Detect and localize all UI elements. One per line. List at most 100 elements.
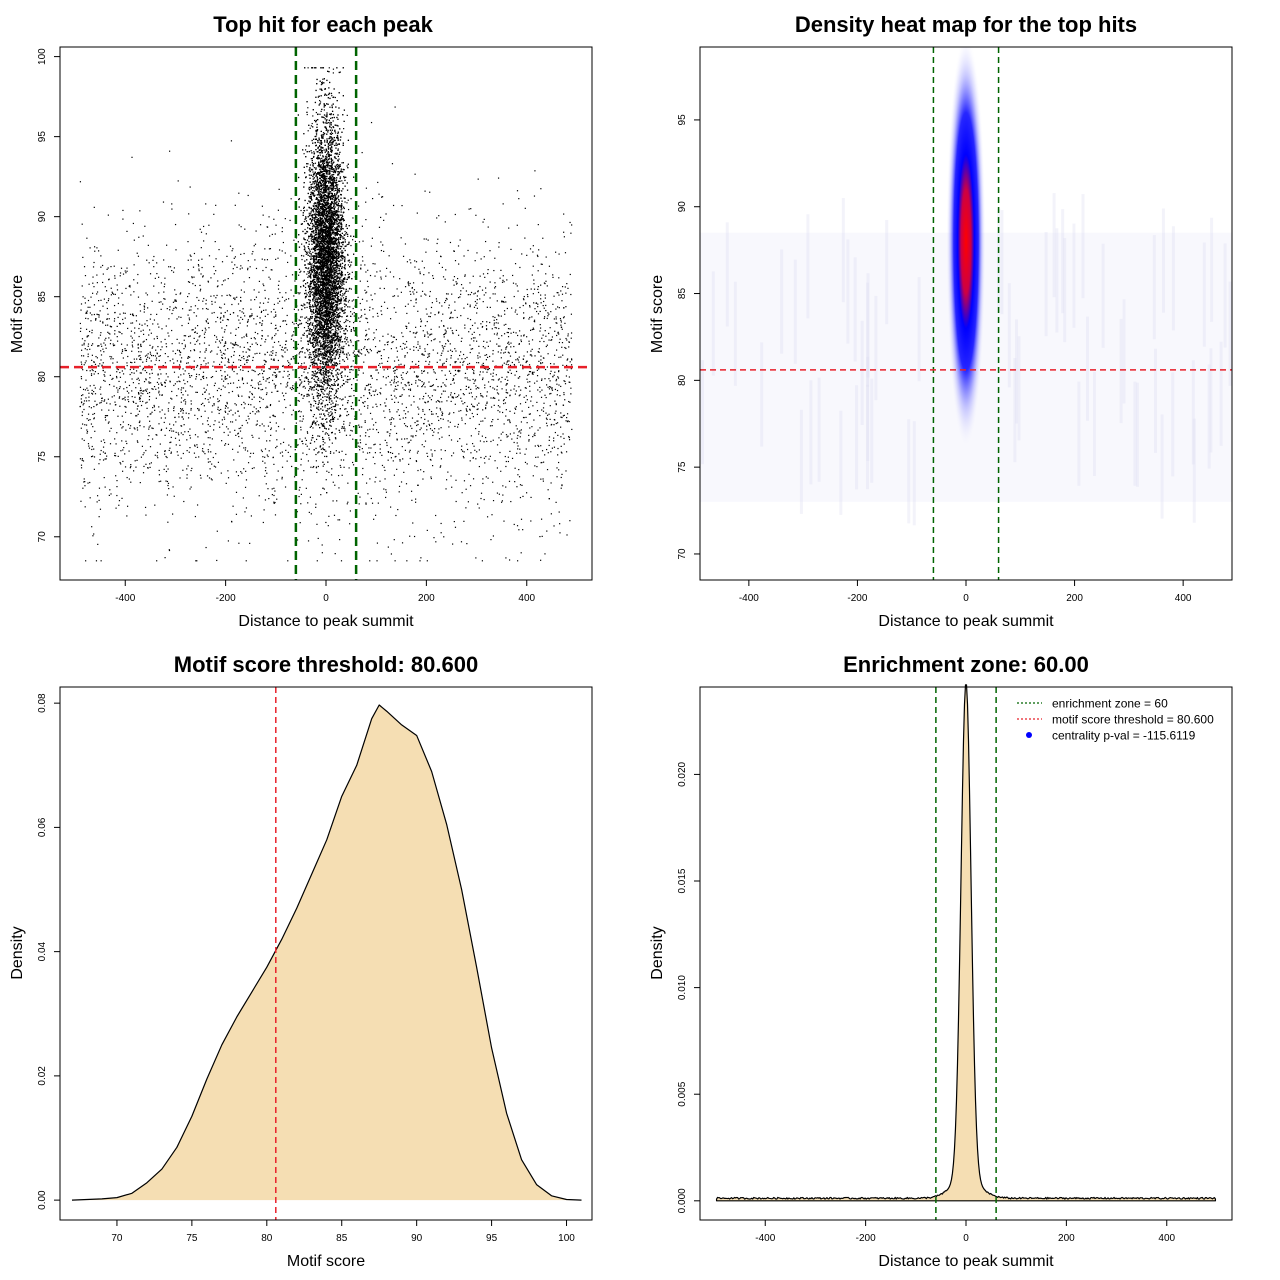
scatter-point: [352, 369, 354, 371]
scatter-point: [261, 205, 263, 207]
scatter-point: [405, 417, 407, 419]
scatter-point: [551, 388, 553, 390]
scatter-point: [488, 458, 490, 460]
scatter-point: [107, 267, 109, 269]
scatter-point: [179, 354, 181, 356]
scatter-point: [298, 377, 300, 379]
scatter-point: [187, 295, 189, 298]
scatter-point: [380, 196, 383, 198]
scatter-point: [510, 389, 512, 391]
scatter-point: [541, 378, 543, 380]
scatter-point: [395, 311, 397, 313]
scatter-point: [224, 364, 226, 366]
scatter-point: [281, 227, 283, 229]
scatter-point: [568, 341, 571, 343]
scatter-point: [295, 422, 297, 424]
scatter-point: [225, 342, 227, 344]
scatter-point: [186, 468, 188, 470]
scatter-point: [190, 403, 192, 405]
scatter-point: [485, 325, 488, 327]
scatter-point: [558, 294, 560, 296]
scatter-point: [555, 378, 558, 381]
scatter-point: [360, 316, 362, 318]
scatter-point: [271, 379, 274, 382]
scatter-point: [368, 328, 370, 330]
scatter-point: [365, 348, 368, 351]
scatter-point: [502, 431, 504, 433]
scatter-point: [442, 382, 444, 384]
scatter-point: [559, 523, 561, 525]
scatter-point: [267, 301, 269, 303]
scatter-point: [520, 339, 522, 341]
scatter-point: [182, 412, 184, 414]
scatter-point: [171, 390, 173, 393]
scatter-point: [123, 446, 125, 449]
scatter-point: [110, 326, 113, 328]
scatter-point: [165, 470, 168, 473]
scatter-point: [227, 428, 229, 430]
scatter-point: [531, 373, 533, 375]
scatter-point: [441, 345, 443, 347]
scatter-point: [359, 442, 362, 444]
scatter-point: [525, 387, 527, 389]
scatter-point: [357, 442, 359, 444]
scatter-point: [402, 335, 404, 338]
scatter-point: [244, 315, 246, 317]
scatter-point: [539, 535, 541, 538]
scatter-point: [80, 467, 83, 469]
scatter-point: [157, 374, 159, 376]
scatter-point: [523, 334, 525, 336]
scatter-point: [115, 404, 117, 406]
scatter-point: [220, 472, 222, 474]
scatter-point: [527, 374, 529, 376]
scatter-point: [275, 376, 277, 378]
scatter-point: [359, 320, 361, 323]
scatter-point: [246, 325, 248, 327]
scatter-point: [216, 316, 219, 319]
scatter-point: [248, 349, 250, 351]
scatter-point: [308, 267, 310, 269]
scatter-point: [505, 486, 507, 488]
scatter-point: [102, 321, 104, 323]
scatter-point: [279, 291, 281, 294]
scatter-point: [338, 369, 340, 371]
scatter-point: [184, 346, 187, 348]
scatter-point: [160, 349, 162, 351]
scatter-point: [99, 388, 101, 390]
scatter-point: [217, 346, 219, 348]
scatter-point: [116, 480, 118, 482]
scatter-point: [153, 319, 156, 321]
scatter-point: [472, 416, 475, 418]
scatter-point: [104, 371, 106, 373]
scatter-point: [277, 425, 280, 428]
scatter-point: [157, 345, 159, 348]
scatter-point: [486, 306, 488, 308]
scatter-point: [236, 266, 238, 268]
scatter-point: [517, 560, 519, 562]
scatter-point: [274, 334, 276, 337]
scatter-point: [484, 240, 487, 243]
scatter-point: [555, 404, 557, 406]
scatter-point: [149, 344, 151, 346]
scatter-point: [477, 327, 479, 329]
scatter-point: [482, 345, 485, 348]
scatter-point: [532, 293, 534, 295]
scatter-point: [173, 406, 175, 408]
scatter-point: [116, 486, 118, 488]
scatter-point: [405, 325, 407, 327]
scatter-point: [133, 239, 135, 241]
scatter-point: [482, 409, 484, 411]
scatter-point: [568, 420, 570, 423]
scatter-point: [250, 299, 252, 301]
scatter-point: [262, 269, 264, 272]
scatter-point: [444, 390, 446, 392]
scatter-point: [229, 313, 231, 316]
scatter-point: [299, 415, 301, 418]
scatter-point: [319, 381, 321, 383]
scatter-point: [344, 428, 346, 430]
scatter-point: [438, 438, 441, 440]
scatter-point: [360, 264, 362, 266]
scatter-point: [280, 443, 282, 445]
scatter-point: [551, 423, 553, 426]
scatter-point: [316, 471, 318, 474]
